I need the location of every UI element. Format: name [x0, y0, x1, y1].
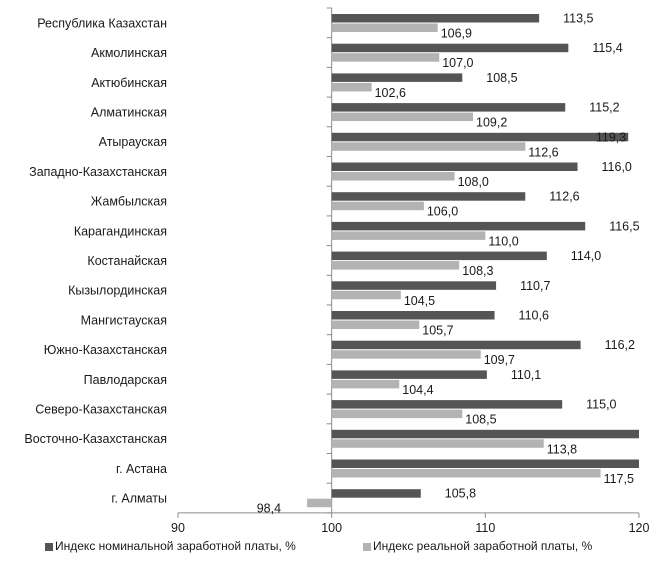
data-label: 102,6: [375, 86, 406, 100]
legend-swatch: [45, 543, 53, 551]
bar: [331, 429, 639, 439]
data-label: 115,2: [589, 101, 619, 115]
data-label: 108,5: [486, 71, 517, 85]
bar: [331, 311, 495, 320]
legend-label: Индекс номинальной заработной платы, %: [55, 539, 296, 553]
bar: [331, 82, 372, 92]
data-label: 112,6: [528, 145, 558, 159]
bar: [331, 43, 569, 53]
data-label: 114,0: [571, 249, 601, 263]
category-label: Восточно-Казахстанская: [24, 432, 167, 446]
bar: [331, 73, 463, 82]
category-label: г. Алматы: [111, 492, 167, 506]
data-label: 105,8: [445, 487, 476, 501]
data-label: 110,6: [519, 309, 549, 323]
bar: [331, 409, 463, 419]
category-label: Павлодарская: [84, 373, 167, 387]
category-label: Алматинская: [91, 105, 167, 119]
category-label: Костанайская: [87, 254, 167, 268]
bar: [331, 400, 563, 409]
bar: [331, 14, 540, 23]
legend-label: Индекс реальной заработной платы, %: [373, 539, 593, 553]
bar: [331, 201, 424, 211]
bar: [331, 221, 586, 231]
category-label: Республика Казахстан: [37, 16, 167, 30]
data-label: 105,7: [422, 324, 453, 338]
bar: [331, 261, 460, 270]
bar: [331, 370, 487, 379]
data-label: 115,4: [592, 41, 622, 55]
bar: [331, 251, 547, 261]
category-label: Атырауская: [99, 135, 167, 149]
category-label: г. Астана: [116, 462, 167, 476]
data-label: 115,0: [586, 398, 616, 412]
bar: [331, 439, 544, 448]
category-label: Жамбылская: [91, 195, 167, 209]
data-label: 107,0: [442, 56, 473, 70]
category-label: Акмолинская: [91, 46, 167, 60]
bar: [331, 192, 526, 201]
data-label: 104,5: [404, 294, 435, 308]
value-axis-tick-label: 100: [321, 521, 342, 535]
bar: [331, 350, 481, 359]
data-label: 112,6: [549, 190, 579, 204]
category-label: Мангистауская: [81, 313, 167, 327]
data-label: 104,4: [402, 383, 433, 397]
bar: [331, 340, 581, 350]
value-axis-tick-label: 90: [171, 521, 185, 535]
data-label: 116,2: [605, 338, 635, 352]
bar: [331, 142, 526, 151]
data-label: 108,3: [462, 264, 493, 278]
data-label: 110,0: [488, 234, 518, 248]
bar: [331, 469, 601, 478]
data-label: 113,5: [563, 12, 593, 26]
data-label: 106,9: [441, 27, 472, 41]
bar: [331, 103, 566, 112]
category-label: Карагандинская: [74, 224, 167, 238]
bar: [331, 132, 629, 142]
bar: [331, 231, 486, 240]
data-label: 119,3: [596, 130, 626, 144]
bar: [331, 172, 455, 181]
data-label: 106,0: [427, 205, 458, 219]
bar: [307, 498, 332, 508]
category-label: Северо-Казахстанская: [35, 402, 167, 416]
value-axis-tick-label: 110: [475, 521, 495, 535]
data-label: 110,7: [520, 279, 550, 293]
data-label: 108,5: [465, 413, 496, 427]
bar: [331, 112, 474, 122]
legend-swatch: [363, 543, 371, 551]
data-label: 113,8: [547, 442, 577, 456]
data-label: 98,4: [257, 502, 281, 516]
value-axis-tick-label: 120: [629, 521, 650, 535]
bar: [331, 23, 438, 32]
data-label: 116,5: [609, 219, 639, 233]
category-label: Западно-Казахстанская: [29, 165, 167, 179]
bar: [331, 290, 401, 300]
bar: [331, 379, 400, 389]
bar: [331, 281, 497, 290]
data-label: 110,1: [511, 368, 541, 382]
category-label: Кызылординская: [68, 284, 167, 298]
bar: [331, 459, 639, 468]
category-label: Актюбинская: [91, 76, 167, 90]
data-label: 108,0: [458, 175, 489, 189]
data-label: 116,0: [602, 160, 632, 174]
data-label: 117,5: [604, 472, 634, 486]
data-label: 109,2: [476, 116, 507, 130]
category-label: Южно-Казахстанская: [44, 343, 167, 357]
bar: [331, 162, 578, 171]
bar: [331, 489, 421, 498]
bar: [331, 53, 440, 62]
data-label: 109,7: [484, 353, 515, 367]
bar: [331, 320, 420, 329]
